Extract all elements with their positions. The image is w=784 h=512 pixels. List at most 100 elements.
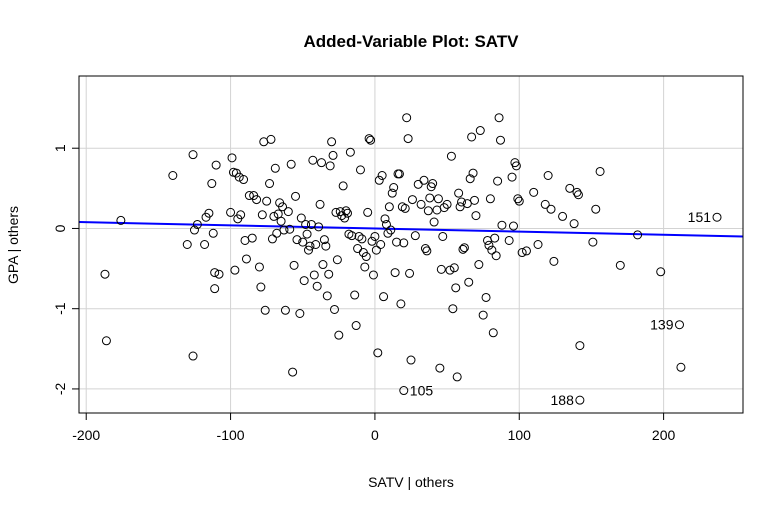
data-point — [392, 237, 402, 247]
data-point — [321, 241, 331, 251]
data-point — [340, 213, 350, 223]
data-point — [416, 199, 426, 209]
data-point — [425, 193, 435, 203]
data-point — [226, 207, 236, 217]
data-point — [455, 202, 465, 212]
data-point — [257, 210, 267, 220]
data-point — [377, 170, 387, 180]
data-point — [279, 225, 289, 235]
data-point — [448, 304, 458, 314]
data-point — [204, 208, 214, 218]
data-point — [341, 206, 351, 216]
data-point — [517, 248, 527, 258]
data-point — [399, 238, 409, 248]
data-point — [361, 252, 371, 262]
data-point — [252, 195, 262, 205]
data-point — [497, 220, 507, 230]
data-point — [367, 236, 377, 246]
data-point — [549, 256, 559, 266]
data-point — [429, 217, 439, 227]
data-point — [342, 208, 352, 218]
x-tick-label: -100 — [217, 427, 245, 443]
data-point — [312, 281, 322, 291]
data-point — [436, 264, 446, 274]
data-point — [318, 260, 328, 270]
data-point — [364, 134, 374, 144]
data-point — [278, 202, 288, 212]
grid-lines — [79, 76, 743, 413]
data-point — [192, 219, 202, 229]
data-point — [454, 188, 464, 198]
data-point — [543, 170, 553, 180]
data-point — [487, 245, 497, 255]
data-point — [481, 292, 491, 302]
data-point — [247, 233, 257, 243]
y-tick-label: 1 — [52, 144, 68, 152]
data-point — [373, 348, 383, 358]
data-point — [428, 179, 438, 189]
data-point — [458, 244, 468, 254]
data-point — [615, 260, 625, 270]
points-layer — [100, 113, 722, 405]
data-point — [299, 276, 309, 286]
data-point — [380, 214, 390, 224]
data-point — [413, 179, 423, 189]
x-tick-label: 100 — [508, 427, 532, 443]
data-point — [407, 195, 417, 205]
data-point — [435, 363, 445, 373]
data-point — [511, 161, 521, 171]
data-point — [314, 222, 324, 232]
data-point — [399, 386, 409, 396]
x-tick-label: 0 — [371, 427, 379, 443]
data-point — [514, 196, 524, 206]
data-point — [276, 216, 286, 226]
data-point — [370, 231, 380, 241]
data-point — [459, 243, 469, 253]
data-point — [292, 235, 302, 245]
data-point — [396, 299, 406, 309]
data-point — [254, 262, 264, 272]
data-point — [305, 241, 315, 251]
data-point — [565, 183, 575, 193]
data-point — [484, 240, 494, 250]
data-point — [389, 183, 399, 193]
y-axis-label: GPA | others — [5, 206, 21, 284]
point-label: 105 — [410, 383, 434, 399]
data-point — [438, 231, 448, 241]
data-point — [656, 267, 666, 277]
data-point — [433, 194, 443, 204]
data-point — [351, 321, 361, 331]
data-point — [355, 165, 365, 175]
data-point — [674, 320, 684, 330]
data-point — [260, 305, 270, 315]
data-point — [384, 202, 394, 212]
data-point — [507, 172, 517, 182]
data-point — [272, 228, 282, 238]
data-point — [595, 166, 605, 176]
data-point — [462, 199, 472, 209]
data-point — [405, 268, 415, 278]
data-point — [465, 174, 475, 184]
data-point — [234, 172, 244, 182]
data-point — [406, 355, 416, 365]
data-point — [470, 195, 480, 205]
data-point — [353, 244, 363, 254]
data-point — [394, 169, 404, 179]
data-point — [329, 304, 339, 314]
data-point — [504, 235, 514, 245]
data-point — [285, 224, 295, 234]
data-point — [442, 199, 452, 209]
data-point — [325, 161, 335, 171]
data-point — [317, 158, 327, 168]
x-tick-label: 200 — [652, 427, 676, 443]
data-point — [267, 234, 277, 244]
data-point — [311, 240, 321, 249]
y-tick-label: -1 — [52, 302, 68, 315]
data-point — [244, 191, 254, 201]
data-point — [676, 362, 686, 372]
data-point — [262, 196, 272, 206]
data-point — [558, 211, 568, 221]
data-point — [286, 159, 296, 169]
data-point — [381, 219, 391, 229]
